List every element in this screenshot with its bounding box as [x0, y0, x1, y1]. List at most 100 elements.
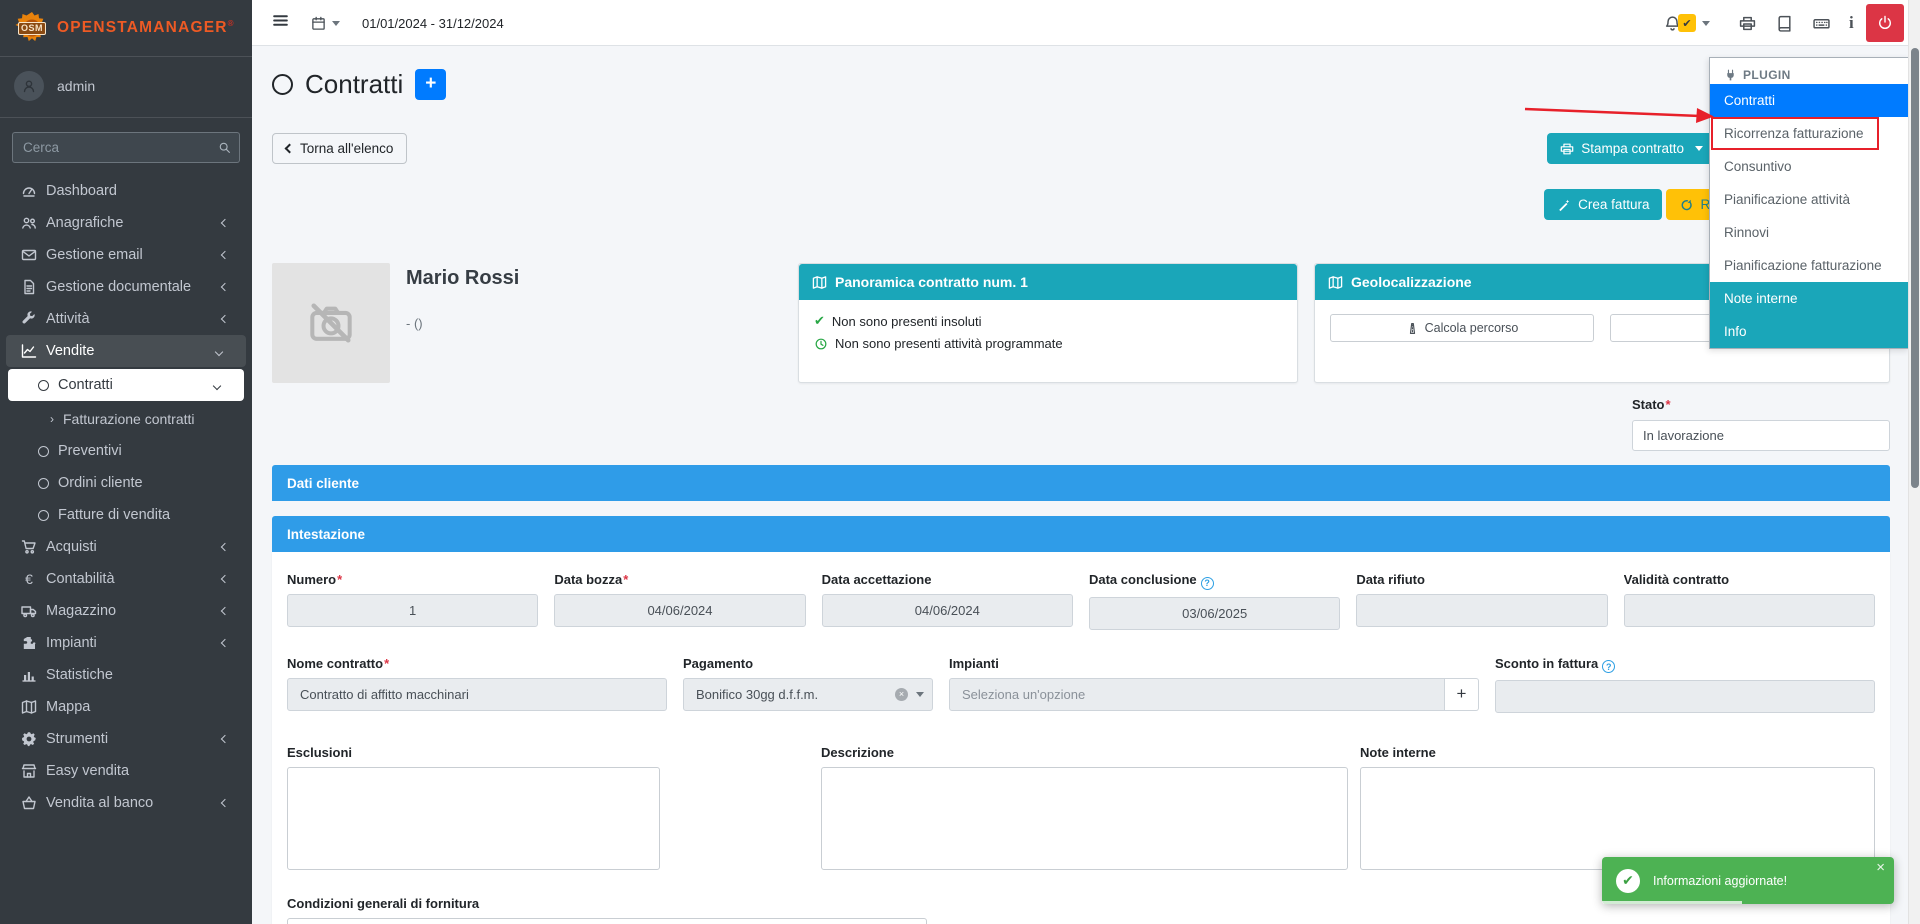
search-input[interactable] [12, 132, 210, 163]
print-contract-button[interactable]: Stampa contratto [1547, 133, 1716, 164]
sidebar-item-gestione-email[interactable]: Gestione email [0, 239, 252, 271]
plugin-item-rinnovi[interactable]: Rinnovi [1724, 225, 1770, 240]
logout-button[interactable] [1866, 4, 1904, 42]
sidebar-item-contratti[interactable]: Contratti [8, 369, 244, 401]
data-bozza-input[interactable]: 04/06/2024 [554, 594, 806, 627]
status-badge[interactable]: ✔ [1678, 0, 1696, 46]
plugin-item-contratti[interactable]: Contratti [1710, 84, 1908, 117]
plugin-item-pianificazione-fatturazione[interactable]: Pianificazione fatturazione [1724, 258, 1882, 273]
sconto-input[interactable] [1495, 680, 1875, 713]
sidebar-item-attivita[interactable]: Attività [0, 303, 252, 335]
search-icon [218, 141, 231, 154]
help-icon[interactable]: ? [1602, 660, 1616, 673]
sidebar-item-fatturazione-contratti[interactable]: › Fatturazione contratti [50, 411, 195, 427]
keyboard-icon [1813, 15, 1830, 32]
calendar-icon [311, 16, 326, 31]
impianti-label: Impianti [949, 655, 999, 671]
data-rifiuto-input[interactable] [1356, 594, 1608, 627]
scrollbar-thumb[interactable] [1911, 48, 1919, 488]
plugin-item-consuntivo[interactable]: Consuntivo [1724, 159, 1792, 174]
sidebar-item-vendite[interactable]: Vendite [6, 335, 246, 367]
sidebar: OSM OpenSTAManager® admin Dashboard Anag… [0, 0, 252, 924]
badge-dropdown-caret[interactable] [1702, 0, 1710, 46]
caret-down-icon [1695, 146, 1703, 151]
hamburger-menu-icon[interactable] [272, 12, 289, 34]
sidebar-item-dashboard[interactable]: Dashboard [0, 175, 252, 207]
chevron-left-icon [220, 542, 230, 552]
sidebar-item-acquisti[interactable]: Acquisti [0, 531, 252, 563]
store-icon [21, 763, 37, 779]
plugin-item-ricorrenza-fatturazione[interactable]: Ricorrenza fatturazione [1724, 126, 1864, 141]
section-dati-cliente[interactable]: Dati cliente [272, 465, 1890, 501]
sidebar-item-anagrafiche[interactable]: Anagrafiche [0, 207, 252, 239]
back-to-list-button[interactable]: Torna all'elenco [272, 133, 408, 164]
shortcuts-button[interactable] [1813, 0, 1830, 46]
map-icon [21, 699, 37, 715]
note-interne-label: Note interne [1360, 745, 1436, 760]
calendar-picker[interactable] [311, 16, 340, 31]
document-icon [21, 279, 37, 295]
descrizione-textarea[interactable] [821, 767, 1348, 870]
nome-contratto-input[interactable]: Contratto di affitto macchinari [287, 677, 667, 711]
sidebar-item-vendita-al-banco[interactable]: Vendita al banco [0, 787, 252, 819]
user-panel[interactable]: admin [0, 57, 252, 118]
clear-selection-icon[interactable]: × [895, 687, 908, 701]
esclusioni-textarea[interactable] [287, 767, 660, 870]
docs-button[interactable] [1776, 0, 1793, 46]
print-button[interactable] [1739, 0, 1756, 46]
numero-input[interactable]: 1 [287, 594, 539, 627]
plugin-item-note-interne[interactable]: Note interne [1710, 282, 1908, 315]
sidebar-item-impianti[interactable]: Impianti [0, 627, 252, 659]
info-button[interactable]: i [1849, 13, 1854, 32]
stato-select[interactable]: In lavorazione [1632, 420, 1890, 451]
page-scrollbar[interactable] [1908, 0, 1920, 924]
pagamento-select[interactable]: Bonifico 30gg d.f.f.m. × [683, 677, 933, 711]
data-accettazione-input[interactable]: 04/06/2024 [821, 594, 1073, 627]
chevron-left-icon [220, 314, 230, 324]
add-contract-button[interactable]: + [415, 68, 447, 100]
notifications-bell[interactable] [1664, 0, 1681, 46]
sidebar-item-fatture-di-vendita[interactable]: Fatture di vendita [0, 499, 252, 531]
overview-line-insoluti: ✔ Non sono presenti insoluti [814, 313, 982, 329]
sidebar-item-ordini-cliente[interactable]: Ordini cliente [0, 467, 252, 499]
contract-overview-card: Panoramica contratto num. 1 ✔ Non sono pr… [798, 263, 1298, 383]
plugin-item-info[interactable]: Info [1710, 315, 1908, 348]
calculate-route-button[interactable]: Calcola percorso [1330, 314, 1594, 342]
create-invoice-button[interactable]: Crea fattura [1544, 189, 1663, 220]
chevron-down-icon [212, 381, 222, 391]
sidebar-item-mappa[interactable]: Mappa [0, 691, 252, 723]
plugin-item-pianificazione-attivita[interactable]: Pianificazione attività [1724, 192, 1851, 207]
section-intestazione[interactable]: Intestazione [272, 516, 1890, 552]
sidebar-item-easy-vendita[interactable]: Easy vendita [0, 755, 252, 787]
basket-icon [21, 795, 37, 811]
brand[interactable]: OSM OpenSTAManager® [0, 0, 252, 57]
add-impianto-button[interactable]: + [1445, 677, 1479, 711]
sidebar-item-statistiche[interactable]: Statistiche [0, 659, 252, 691]
date-range[interactable]: 01/01/2024 - 31/12/2024 [362, 15, 504, 31]
search-button[interactable] [210, 132, 240, 163]
registered-mark: ® [227, 18, 235, 28]
contract-form: Numero* 1 Data bozza* 04/06/2024 Data acce… [272, 552, 1890, 924]
sidebar-item-magazzino[interactable]: Magazzino [0, 595, 252, 627]
bell-icon [1664, 15, 1681, 32]
sidebar-item-preventivi[interactable]: Preventivi [0, 435, 252, 467]
plugin-header: PLUGIN [1710, 58, 1908, 84]
sidebar-menu: Dashboard Anagrafiche Gestione email Ges… [0, 169, 252, 819]
validita-contratto-input[interactable] [1623, 594, 1875, 627]
envelope-icon [21, 247, 37, 263]
data-conclusione-input[interactable]: 03/06/2025 [1088, 596, 1341, 630]
sidebar-item-contabilita[interactable]: € Contabilità [0, 563, 252, 595]
condizioni-textarea[interactable] [287, 918, 927, 924]
main-content: Contratti + Torna all'elenco Stampa cont… [252, 46, 1908, 924]
refresh-icon [1679, 198, 1693, 212]
circle-icon [38, 379, 49, 391]
note-interne-textarea[interactable] [1360, 767, 1875, 870]
speedometer-icon [21, 183, 37, 199]
toast-close-icon[interactable]: × [1876, 859, 1885, 876]
sidebar-item-gestione-documentale[interactable]: Gestione documentale [0, 271, 252, 303]
impianti-select[interactable]: Seleziona un'opzione [949, 677, 1445, 711]
sconto-label: Sconto in fattura? [1495, 656, 1875, 673]
numero-label: Numero* [287, 572, 343, 587]
sidebar-item-strumenti[interactable]: Strumenti [0, 723, 252, 755]
help-icon[interactable]: ? [1200, 576, 1214, 590]
